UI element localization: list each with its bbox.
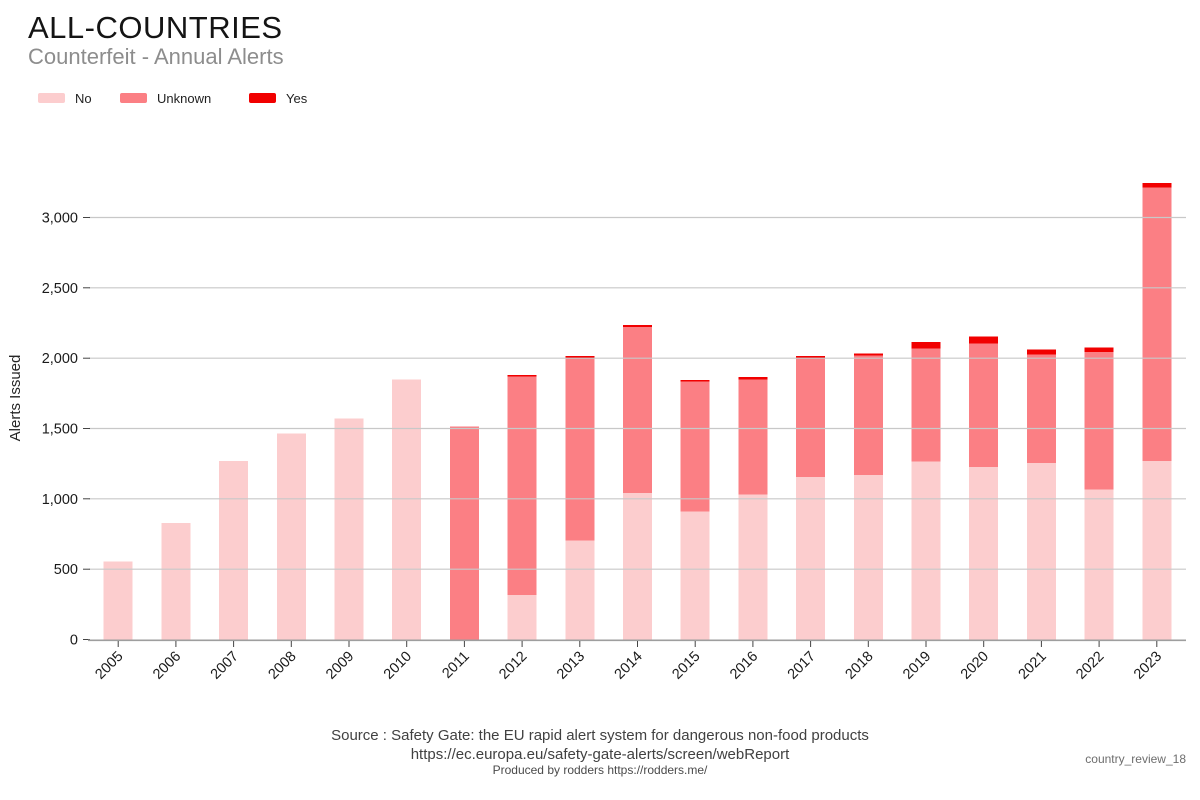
- bar-2014-unknown: [623, 327, 652, 494]
- legend-swatch-no: [38, 93, 65, 103]
- bar-2018-yes: [853, 353, 883, 356]
- legend-item-no: No: [38, 91, 92, 106]
- bar-2014-yes: [623, 325, 652, 328]
- bar-2016-yes: [738, 377, 768, 380]
- bar-2007-no: [219, 460, 249, 640]
- bar-2013-yes: [565, 356, 595, 359]
- y-tick-label-2000: 2,000: [42, 351, 78, 367]
- x-tick-label-2006: 2006: [150, 649, 184, 683]
- x-tick-label-2012: 2012: [496, 649, 530, 683]
- bar-2021-yes: [1026, 349, 1056, 355]
- bar-2006-no: [161, 522, 191, 640]
- y-axis-title: Alerts Issued: [7, 355, 24, 442]
- bar-2020-no: [969, 467, 999, 640]
- bar-2008-no: [276, 433, 306, 640]
- bar-2020-yes: [969, 336, 999, 344]
- bar-2013-unknown: [565, 358, 595, 541]
- x-tick-label-2019: 2019: [900, 649, 934, 683]
- y-tick-label-1500: 1,500: [42, 422, 78, 438]
- bar-2019-yes: [911, 342, 941, 349]
- x-tick-label-2013: 2013: [554, 649, 588, 683]
- y-tick-label-0: 0: [70, 633, 78, 649]
- bar-2010-no: [392, 379, 422, 640]
- bar-2016-unknown: [738, 379, 768, 495]
- bar-2014-no: [623, 493, 652, 640]
- source-text-line2: https://ec.europa.eu/safety-gate-alerts/…: [411, 746, 790, 763]
- y-tick-label-1000: 1,000: [42, 492, 78, 508]
- bar-2022-unknown: [1084, 351, 1114, 490]
- bar-2022-yes: [1084, 347, 1114, 352]
- bar-2023-no: [1142, 460, 1172, 640]
- x-tick-label-2010: 2010: [381, 649, 415, 683]
- bar-2023-yes: [1142, 183, 1172, 188]
- bar-2022-no: [1084, 489, 1114, 640]
- x-tick-label-2015: 2015: [669, 649, 703, 683]
- legend-swatch-yes: [249, 93, 276, 103]
- x-tick-label-2008: 2008: [265, 649, 299, 683]
- bar-2018-no: [853, 474, 883, 640]
- bar-2021-unknown: [1026, 354, 1056, 463]
- legend-label-no: No: [75, 91, 92, 106]
- bar-2017-yes: [796, 356, 826, 359]
- bar-2017-unknown: [796, 358, 826, 478]
- bar-2017-no: [796, 477, 826, 640]
- x-axis-group: 2005 2006 2007 2008 2009 2010 2011 2012 2013 2014…: [92, 641, 1165, 683]
- legend-label-yes: Yes: [286, 91, 308, 106]
- x-tick-label-2016: 2016: [727, 649, 761, 683]
- x-tick-label-2020: 2020: [958, 649, 992, 683]
- y-tick-label-3000: 3,000: [42, 211, 78, 227]
- x-tick-label-2011: 2011: [439, 649, 472, 682]
- bar-2015-no: [680, 511, 710, 640]
- page-subtitle: Counterfeit - Annual Alerts: [28, 44, 284, 69]
- report-id: country_review_18: [1085, 752, 1186, 766]
- bars-group: [103, 183, 1172, 640]
- page-title: ALL-COUNTRIES: [28, 10, 283, 45]
- x-tick-label-2007: 2007: [208, 649, 242, 683]
- x-tick-label-2005: 2005: [92, 649, 126, 683]
- bar-2016-no: [738, 494, 768, 640]
- bar-2023-unknown: [1142, 187, 1172, 461]
- source-text-line1: Source : Safety Gate: the EU rapid alert…: [331, 727, 869, 744]
- bar-2012-unknown: [507, 376, 537, 596]
- legend-swatch-unknown: [120, 93, 147, 103]
- y-tick-label-500: 500: [54, 562, 78, 578]
- x-tick-label-2021: 2021: [1016, 649, 1050, 683]
- x-tick-label-2022: 2022: [1073, 649, 1107, 683]
- bar-2011-unknown: [449, 426, 479, 640]
- bar-2015-yes: [680, 380, 710, 382]
- bar-2019-unknown: [911, 348, 941, 462]
- legend-label-unknown: Unknown: [157, 91, 211, 106]
- bar-2009-no: [334, 418, 364, 640]
- bar-2015-unknown: [680, 381, 710, 512]
- bar-2018-unknown: [853, 355, 883, 475]
- bar-2013-no: [565, 540, 595, 640]
- produced-by-text: Produced by rodders https://rodders.me/: [493, 763, 708, 777]
- x-tick-label-2023: 2023: [1131, 649, 1165, 683]
- legend-item-yes: Yes: [249, 91, 308, 106]
- legend: No Unknown Yes: [38, 91, 308, 106]
- bar-2012-yes: [507, 375, 537, 377]
- x-tick-label-2009: 2009: [323, 649, 357, 683]
- bar-2019-no: [911, 461, 941, 640]
- x-tick-label-2018: 2018: [842, 649, 876, 683]
- bar-2020-unknown: [969, 343, 999, 468]
- bar-2005-no: [103, 561, 133, 640]
- bar-2012-no: [507, 595, 537, 640]
- legend-item-unknown: Unknown: [120, 91, 211, 106]
- gridlines-group: 0 500 1,000 1,500 2,000 2,500 3,000: [42, 211, 1186, 649]
- x-tick-label-2017: 2017: [785, 649, 819, 683]
- x-tick-label-2014: 2014: [612, 649, 646, 683]
- bar-2021-no: [1026, 463, 1056, 640]
- y-tick-label-2500: 2,500: [42, 281, 78, 297]
